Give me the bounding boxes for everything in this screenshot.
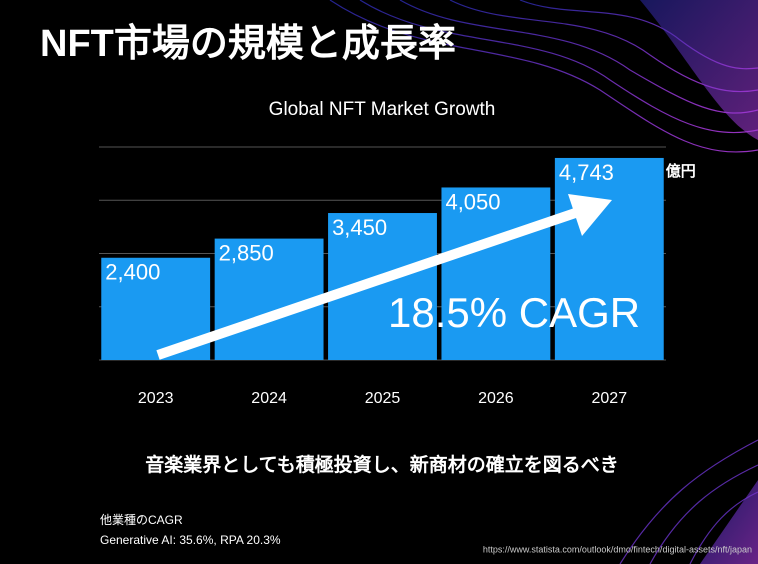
value-label: 2,850 xyxy=(219,240,274,265)
bar xyxy=(554,157,664,360)
value-label: 2,400 xyxy=(105,260,160,285)
cagr-annotation: 18.5% CAGR xyxy=(388,289,640,336)
value-label: 4,050 xyxy=(445,189,500,214)
decor-fill xyxy=(700,480,758,564)
message: 音楽業界としても積極投資し、新商材の確立を図るべき xyxy=(145,453,618,476)
bar xyxy=(441,187,551,360)
value-label: 4,743 xyxy=(559,160,614,185)
trend-arrow xyxy=(156,194,612,360)
x-tick-label: 2027 xyxy=(592,390,628,407)
plot: 2,400 2023 2,850 2024 3,450 2025 4,050 2026 4,74… xyxy=(99,146,696,407)
note: Generative AI: 35.6%, RPA 20.3% xyxy=(100,533,281,547)
slide-title: NFT市場の規模と成長率 xyxy=(40,23,456,65)
note-title: 他業種のCAGR xyxy=(100,513,183,527)
value-label: 3,450 xyxy=(332,215,387,240)
bar xyxy=(214,238,324,360)
x-tick-label: 2025 xyxy=(365,390,401,407)
x-tick-label: 2024 xyxy=(251,390,287,407)
decor-waves xyxy=(329,0,758,564)
arrow-line xyxy=(156,203,592,360)
source: https://www.statista.com/outlook/dmo/fin… xyxy=(483,544,752,554)
unit-label: 億円 xyxy=(666,162,696,180)
decor-fill xyxy=(640,0,758,140)
chart-title: Global NFT Market Growth xyxy=(269,99,496,120)
x-tick-label: 2026 xyxy=(478,390,514,407)
x-tick-label: 2023 xyxy=(138,390,174,407)
arrow-head xyxy=(568,194,612,236)
